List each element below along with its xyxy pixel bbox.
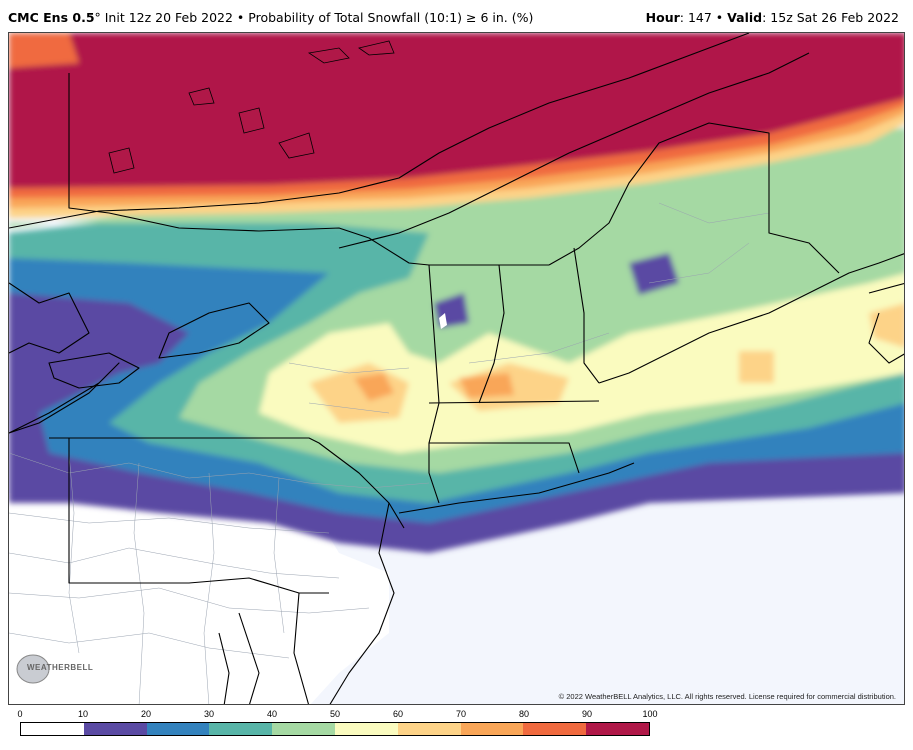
lake-champlain-spot [439, 313, 447, 329]
header-bar: CMC Ens 0.5° Init 12z 20 Feb 2022 • Prob… [0, 0, 913, 32]
legend-swatch [83, 723, 147, 735]
legend-swatch [272, 723, 335, 735]
snowfall-probability-map: WEATHERBELL © 2022 WeatherBELL Analytics… [8, 32, 905, 705]
band-70-80-nh [459, 373, 514, 398]
legend-swatch [460, 723, 524, 735]
legend-tick-label: 100 [642, 709, 658, 719]
county-lines [9, 202, 770, 704]
legend-colorbar [20, 722, 650, 736]
legend-swatch [586, 723, 649, 735]
map-canvas [9, 33, 904, 704]
legend-swatch [334, 723, 398, 735]
forecast-time: Hour: 147 • Valid: 15z Sat 26 Feb 2022 [646, 10, 899, 25]
legend-tick-label: 0 [17, 709, 23, 719]
band-60-70-east [869, 303, 904, 348]
degree-symbol: ° [94, 10, 101, 25]
legend-swatch [397, 723, 461, 735]
legend-tick-label: 50 [329, 709, 341, 719]
right-separator: • [711, 10, 728, 25]
legend-tick-label: 90 [581, 709, 593, 719]
map-title: CMC Ens 0.5° Init 12z 20 Feb 2022 • Prob… [8, 10, 533, 25]
spot-maine-purple [629, 253, 679, 295]
legend-tick-label: 70 [455, 709, 467, 719]
hour-value: : 147 [679, 10, 712, 25]
state-boundaries [9, 33, 904, 704]
init-time: Init 12z 20 Feb 2022 [100, 10, 233, 25]
valid-value: : 15z Sat 26 Feb 2022 [762, 10, 899, 25]
legend-tick-label: 30 [203, 709, 215, 719]
legend-tick-label: 60 [392, 709, 404, 719]
legend-swatch [209, 723, 273, 735]
legend-swatch [146, 723, 210, 735]
product-name: Probability of Total Snowfall (10:1) ≥ 6… [248, 10, 534, 25]
band-70-80-ny [354, 373, 394, 401]
title-separator: • [232, 10, 249, 25]
legend-tick-label: 80 [518, 709, 530, 719]
band-north-90-100 [9, 33, 904, 188]
model-name: CMC Ens 0.5 [8, 10, 95, 25]
band-60-70-maine [739, 351, 774, 383]
legend-swatch [21, 723, 84, 735]
band-northwest-corner [9, 33, 79, 68]
logo-mark [16, 654, 50, 684]
legend-tick-label: 40 [266, 709, 278, 719]
probability-fill [9, 33, 904, 553]
hour-label: Hour [645, 10, 680, 25]
legend-swatch [523, 723, 587, 735]
logo-text: WEATHERBELL [27, 663, 94, 672]
copyright-notice: © 2022 WeatherBELL Analytics, LLC. All r… [558, 692, 896, 701]
legend-tick-label: 20 [140, 709, 152, 719]
legend-tick-label: 10 [77, 709, 89, 719]
weatherbell-logo: WEATHERBELL [13, 652, 93, 686]
valid-label: Valid [727, 10, 763, 25]
band-50-60 [259, 273, 904, 453]
northern-lakes [108, 40, 395, 174]
